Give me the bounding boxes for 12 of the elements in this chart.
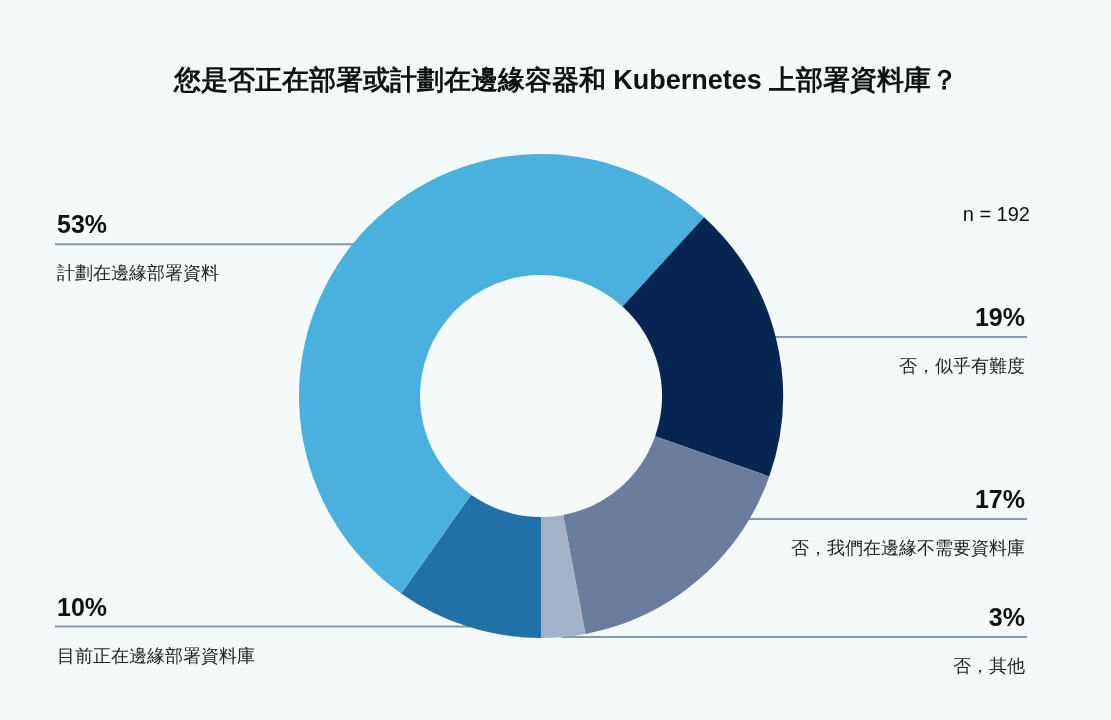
data-label: 3%	[988, 602, 1025, 631]
slice-label: 否，我們在邊緣不需要資料庫	[791, 537, 1025, 558]
slice-label: 否，似乎有難度	[899, 355, 1025, 376]
chart-title: 您是否正在部署或計劃在邊緣容器和 Kubernetes 上部署資料庫？	[172, 64, 960, 97]
slice-label: 目前正在邊緣部署資料庫	[57, 645, 255, 666]
data-label: 10%	[57, 592, 108, 621]
slice-label: 否，其他	[953, 655, 1025, 676]
slice-label: 計劃在邊緣部署資料	[57, 263, 219, 284]
data-label: 17%	[974, 484, 1025, 513]
data-label: 19%	[974, 302, 1025, 331]
text: n = 192	[962, 203, 1030, 226]
data-label: 53%	[57, 210, 108, 239]
